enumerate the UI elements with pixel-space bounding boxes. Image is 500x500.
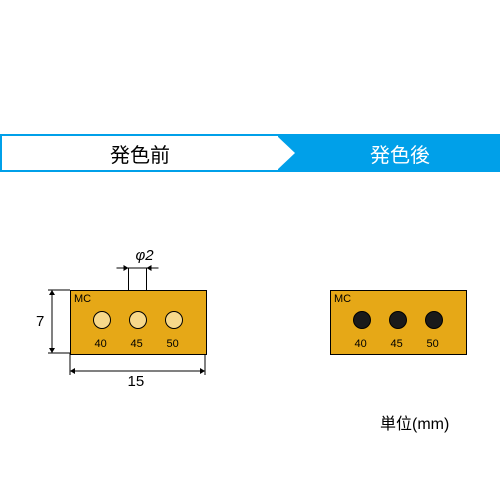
state-header: 発色前 発色後	[0, 134, 500, 172]
after-temp-0: 40	[355, 339, 367, 350]
after-temp-2: 50	[427, 339, 439, 350]
header-after: 発色後	[280, 134, 500, 172]
header-after-label: 発色後	[370, 139, 430, 168]
dim-diameter: φ2	[136, 248, 154, 263]
header-before: 発色前	[0, 134, 280, 172]
diagram-area: MC 40 45 50 MC 40 45 50 7 15 φ2	[0, 230, 500, 430]
dim-width: 15	[128, 374, 145, 389]
before-code-label: MC	[74, 294, 91, 305]
after-dot-0	[353, 311, 371, 329]
after-temp-1: 45	[391, 339, 403, 350]
before-dot-0	[93, 311, 111, 329]
after-dot-1	[389, 311, 407, 329]
after-dot-2	[425, 311, 443, 329]
before-temp-0: 40	[95, 339, 107, 350]
unit-label: 単位(mm)	[380, 410, 449, 434]
before-temp-2: 50	[167, 339, 179, 350]
dim-height: 7	[36, 314, 44, 329]
before-dot-2	[165, 311, 183, 329]
header-before-label: 発色前	[110, 139, 170, 168]
before-dot-1	[129, 311, 147, 329]
after-code-label: MC	[334, 294, 351, 305]
before-temp-1: 45	[131, 339, 143, 350]
